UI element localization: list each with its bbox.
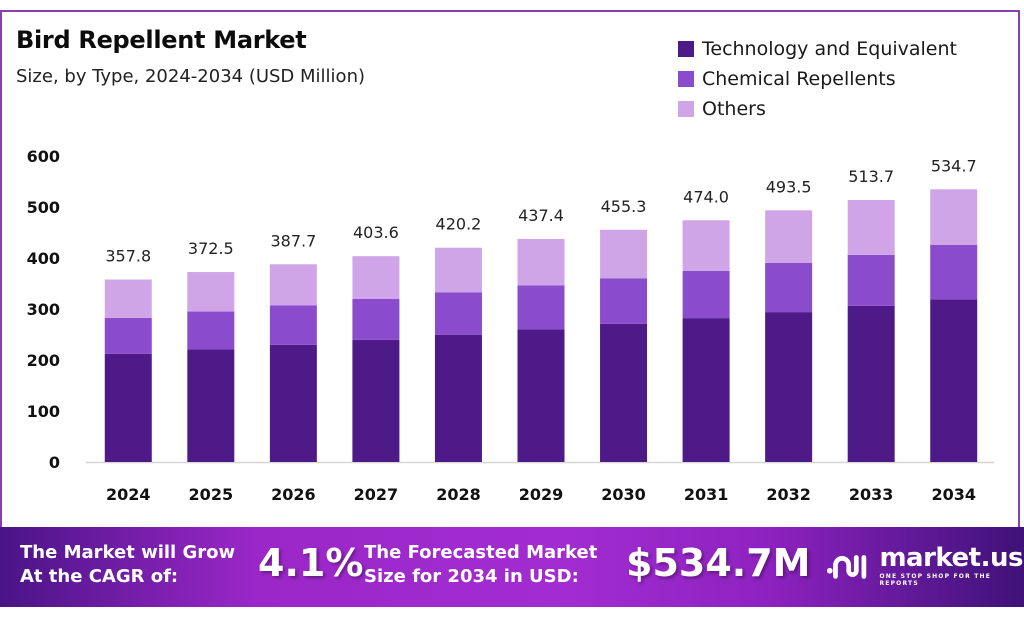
cagr-value: 4.1%	[258, 541, 364, 585]
bar-total-label: 437.4	[518, 206, 564, 225]
bar-segment-technology-and-equivalent	[930, 299, 978, 462]
bar-segment-others	[104, 279, 152, 318]
logo-tagline: ONE STOP SHOP FOR THE REPORTS	[879, 573, 992, 587]
bar-segment-technology-and-equivalent	[187, 349, 235, 462]
x-tick-label: 2024	[106, 485, 151, 504]
legend-item-chemical: Chemical Repellents	[678, 64, 957, 94]
x-tick-label: 2029	[519, 485, 564, 504]
bar-segment-chemical-repellents	[600, 278, 648, 324]
bar-segment-chemical-repellents	[434, 292, 482, 335]
market-us-logo: market.us ONE STOP SHOP FOR THE REPORTS	[826, 545, 1024, 587]
legend-label: Technology and Equivalent	[702, 38, 957, 60]
forecast-value: $534.7M	[626, 541, 811, 585]
bar-segment-chemical-repellents	[352, 298, 400, 340]
bar-segment-chemical-repellents	[682, 270, 730, 319]
bar-segment-chemical-repellents	[517, 285, 565, 330]
bar-total-label: 420.2	[436, 215, 482, 234]
bar-segment-chemical-repellents	[187, 311, 235, 350]
bar-total-label: 357.8	[105, 247, 151, 266]
bar-segment-others	[269, 264, 317, 306]
bar-segment-chemical-repellents	[269, 305, 317, 345]
y-tick-label: 400	[27, 249, 60, 268]
bar-total-label: 493.5	[766, 177, 812, 196]
bar-total-label: 534.7	[931, 156, 977, 175]
bar-segment-others	[847, 200, 895, 255]
y-tick-label: 500	[27, 198, 60, 217]
bar-segment-technology-and-equivalent	[352, 339, 400, 462]
y-tick-label: 100	[27, 402, 60, 421]
forecast-label-line1: The Forecasted Market	[364, 542, 598, 563]
legend-swatch-others	[678, 101, 694, 117]
y-tick-label: 300	[27, 300, 60, 319]
y-tick-label: 600	[27, 147, 60, 166]
x-tick-label: 2034	[931, 485, 976, 504]
legend-label: Chemical Repellents	[702, 68, 896, 90]
forecast-label-line2: Size for 2034 in USD:	[364, 566, 579, 587]
bar-segment-others	[187, 272, 235, 312]
bar-segment-chemical-repellents	[930, 244, 978, 300]
chart-subtitle: Size, by Type, 2024-2034 (USD Million)	[16, 66, 365, 87]
x-tick-label: 2032	[766, 485, 811, 504]
bar-total-label: 387.7	[270, 231, 316, 250]
bar-segment-technology-and-equivalent	[434, 334, 482, 462]
y-tick-label: 200	[27, 351, 60, 370]
legend: Technology and Equivalent Chemical Repel…	[678, 34, 957, 124]
bar-segment-technology-and-equivalent	[682, 318, 730, 462]
x-tick-label: 2030	[601, 485, 646, 504]
logo-name: market.us	[879, 543, 1023, 573]
bar-segment-chemical-repellents	[765, 262, 813, 313]
bar-segment-technology-and-equivalent	[517, 329, 565, 462]
x-tick-label: 2027	[354, 485, 399, 504]
bar-segment-others	[682, 220, 730, 271]
x-tick-label: 2025	[189, 485, 234, 504]
chart-title: Bird Repellent Market	[16, 26, 307, 54]
bar-segment-others	[434, 247, 482, 293]
legend-item-technology: Technology and Equivalent	[678, 34, 957, 64]
bar-segment-others	[600, 229, 648, 279]
bar-segment-technology-and-equivalent	[104, 353, 152, 462]
stacked-bar-chart: 0 100 200 300 400 500 600 357.8 2024 372.5 2025 387…	[27, 147, 994, 504]
bar-segment-others	[517, 238, 565, 286]
bar-segment-others	[930, 189, 978, 245]
cagr-label: The Market will Grow At the CAGR of:	[20, 541, 235, 589]
bar-segment-chemical-repellents	[847, 254, 895, 306]
bar-total-label: 403.6	[353, 223, 399, 242]
x-tick-label: 2028	[436, 485, 481, 504]
cagr-label-line2: At the CAGR of:	[20, 566, 179, 587]
bar-segment-technology-and-equivalent	[269, 344, 317, 462]
legend-label: Others	[702, 98, 766, 120]
forecast-label: The Forecasted Market Size for 2034 in U…	[364, 541, 597, 589]
bar-segment-chemical-repellents	[104, 317, 152, 354]
bar-segment-others	[765, 210, 813, 263]
bar-segment-technology-and-equivalent	[847, 305, 895, 462]
x-tick-label: 2031	[684, 485, 729, 504]
x-tick-label: 2026	[271, 485, 316, 504]
legend-item-others: Others	[678, 94, 957, 124]
bar-segment-technology-and-equivalent	[600, 323, 648, 462]
y-tick-label: 0	[49, 453, 60, 472]
cagr-label-line1: The Market will Grow	[20, 542, 236, 563]
summary-banner: The Market will Grow At the CAGR of: 4.1…	[0, 527, 1024, 607]
bar-segment-others	[352, 256, 400, 299]
bar-total-label: 474.0	[683, 187, 729, 206]
legend-swatch-chemical	[678, 71, 694, 87]
bar-total-label: 513.7	[848, 167, 894, 186]
bar-segment-technology-and-equivalent	[765, 312, 813, 462]
legend-swatch-technology	[678, 41, 694, 57]
x-tick-label: 2033	[849, 485, 894, 504]
bar-total-label: 455.3	[601, 197, 647, 216]
bar-total-label: 372.5	[188, 239, 234, 258]
market-us-logo-icon	[826, 555, 867, 579]
